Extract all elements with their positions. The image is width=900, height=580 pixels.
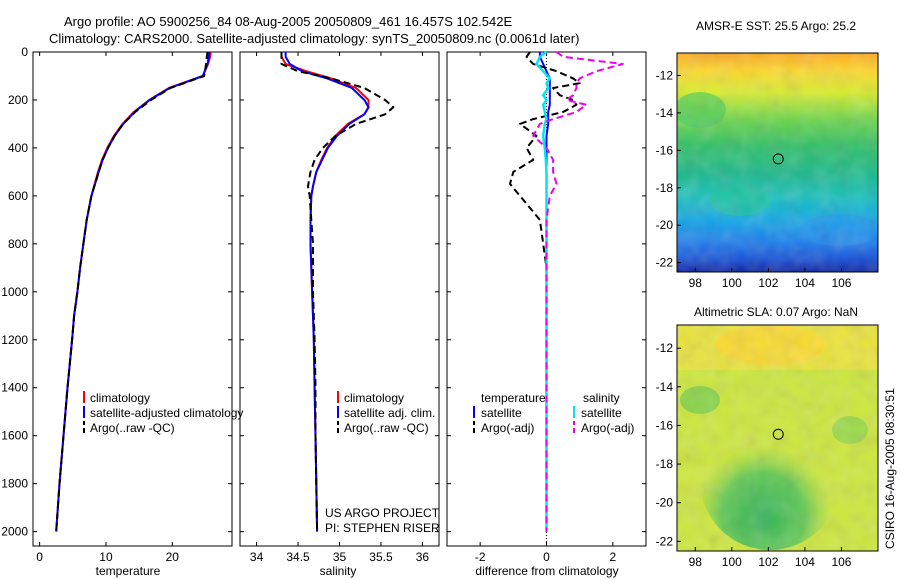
sla-map-title: Altimetric SLA: 0.07 Argo: NaN — [694, 305, 858, 319]
x-tick-label: 0 — [543, 550, 550, 564]
series-line-salinity-argo-adj- — [532, 51, 624, 532]
map-y-tick-label: -20 — [656, 218, 674, 232]
x-tick-label: 35 — [333, 550, 347, 564]
x-tick-label: 36 — [416, 550, 430, 564]
x-tick-label: 0 — [36, 550, 43, 564]
difference-xlabel: difference from climatology — [475, 564, 618, 578]
legend-swatch-climatology — [83, 391, 85, 403]
sla-map: Altimetric SLA: 0.07 Argo: NaN 98 100 102 1… — [656, 305, 879, 569]
map-y-tick-label: -14 — [656, 380, 674, 394]
profile-lines — [55, 50, 624, 546]
depth-axis: 0 200 400 600 800 1000 1200 1400 1600 1800 2000 — [1, 45, 646, 539]
header-line-2: Climatology: CARS2000. Satellite-adjuste… — [49, 31, 579, 46]
y-tick-label: 1400 — [1, 381, 28, 395]
sla-map-axes: 98 100 102 104 106 -12 -14 -16 -18 -20 -22 — [656, 341, 852, 569]
map-y-tick-label: -16 — [656, 143, 674, 157]
legend-swatch-climatology — [337, 391, 339, 403]
map-x-tick-label: 106 — [831, 555, 851, 569]
x-tick-label: 10 — [99, 550, 113, 564]
legend-label-argo: Argo(..raw -QC) — [344, 421, 429, 435]
map-x-tick-label: 104 — [795, 276, 815, 290]
map-x-tick-label: 100 — [722, 276, 742, 290]
legend-label-temperature-argo: Argo(-adj) — [481, 421, 534, 435]
map-y-tick-label: -22 — [656, 534, 674, 548]
legend-swatch-satellite — [83, 406, 85, 418]
legend-label-argo: Argo(..raw -QC) — [90, 421, 175, 435]
map-y-tick-label: -22 — [656, 256, 674, 270]
y-tick-label: 800 — [8, 237, 28, 251]
y-tick-label: 2000 — [1, 525, 28, 539]
map-x-tick-label: 98 — [689, 276, 703, 290]
x-tick-label: -2 — [475, 550, 486, 564]
map-x-tick-label: 100 — [722, 555, 742, 569]
legend-label-satellite: satellite adj. clim. — [344, 406, 435, 420]
legend-label-satellite: satellite-adjusted climatology — [90, 406, 243, 420]
x-tick-label: 2 — [609, 550, 616, 564]
x-tick-label: 20 — [166, 550, 180, 564]
map-x-tick-label: 102 — [758, 276, 778, 290]
series-line-argo-raw-qc- — [55, 51, 209, 532]
temperature-legend: climatology satellite-adjusted climatolo… — [83, 391, 243, 435]
series-line-argo-raw-qc- — [280, 52, 395, 532]
map-x-tick-label: 106 — [831, 276, 851, 290]
legend-label-salinity-argo: Argo(-adj) — [581, 421, 634, 435]
sst-map-frame — [676, 52, 879, 273]
map-y-tick-label: -12 — [656, 68, 674, 82]
sst-map-title: AMSR-E SST: 25.5 Argo: 25.2 — [696, 19, 856, 33]
map-x-tick-label: 102 — [758, 555, 778, 569]
sst-map-axes: 98 100 102 104 106 -12 -14 -16 -18 -20 -22 — [656, 68, 852, 290]
salinity-xlabel: salinity — [320, 564, 357, 578]
legend-header-temperature: temperature — [481, 391, 546, 405]
argo-position-marker — [772, 153, 784, 165]
legend-label-climatology: climatology — [90, 391, 150, 405]
side-label: CSIRO 16-Aug-2005 08:30:51 — [883, 388, 897, 549]
temperature-panel — [32, 51, 233, 547]
map-y-tick-label: -18 — [656, 457, 674, 471]
project-annotation-line-1: US ARGO PROJECT — [325, 506, 440, 520]
map-y-tick-label: -16 — [656, 418, 674, 432]
legend-swatch-salinity-satellite — [573, 406, 575, 418]
legend-label-temperature-satellite: satellite — [481, 406, 522, 420]
salinity-panel — [239, 51, 440, 547]
legend-label-climatology: climatology — [344, 391, 404, 405]
x-tick-label: 34 — [250, 550, 264, 564]
map-y-tick-label: -14 — [656, 106, 674, 120]
series-line-salinity-satellite — [535, 50, 552, 532]
y-tick-label: 1600 — [1, 429, 28, 443]
sst-texture — [677, 53, 878, 272]
header-line-1: Argo profile: AO 5900256_84 08-Aug-2005 … — [64, 14, 512, 29]
y-tick-label: 1200 — [1, 333, 28, 347]
difference-legend: temperature salinity satellite Argo(-adj… — [473, 391, 634, 435]
x-tick-label: 35.5 — [369, 550, 393, 564]
y-tick-label: 1800 — [1, 477, 28, 491]
sla-texture — [677, 325, 878, 551]
salinity-legend: climatology satellite adj. clim. Argo(..… — [325, 391, 440, 535]
map-x-tick-label: 98 — [689, 555, 703, 569]
map-y-tick-label: -12 — [656, 341, 674, 355]
x-tick-label: 34.5 — [286, 550, 310, 564]
temperature-xlabel: temperature — [96, 564, 161, 578]
legend-swatch-temperature-satellite — [473, 406, 475, 418]
sla-map-frame — [676, 324, 879, 552]
project-annotation-line-2: PI: STEPHEN RISER — [325, 521, 440, 535]
y-tick-label: 200 — [8, 93, 28, 107]
legend-header-salinity: salinity — [583, 391, 620, 405]
sst-map: AMSR-E SST: 25.5 Argo: 25.2 98 100 102 104 1… — [656, 19, 879, 290]
y-tick-label: 1000 — [1, 285, 28, 299]
legend-label-salinity-satellite: satellite — [581, 406, 622, 420]
legend-swatch-satellite — [337, 406, 339, 418]
y-tick-label: 400 — [8, 141, 28, 155]
map-y-tick-label: -20 — [656, 496, 674, 510]
y-tick-label: 0 — [21, 45, 28, 59]
y-tick-label: 600 — [8, 189, 28, 203]
map-y-tick-label: -18 — [656, 181, 674, 195]
argo-position-marker — [772, 428, 784, 440]
map-x-tick-label: 104 — [795, 555, 815, 569]
